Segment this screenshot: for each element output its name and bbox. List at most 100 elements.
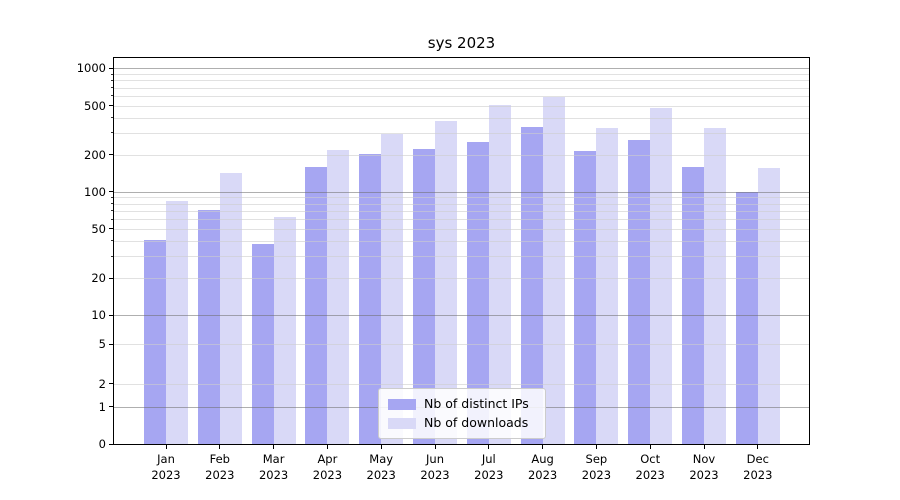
gridline-minor-400 <box>114 117 809 119</box>
y-tick-10 <box>109 314 113 316</box>
y-minor-tick-40 <box>110 240 113 242</box>
gridline-minor-500 <box>114 105 809 107</box>
legend-item-distinct-ips: Nb of distinct IPs <box>388 397 536 411</box>
chart-title: sys 2023 <box>427 34 496 52</box>
y-minor-tick-90 <box>110 196 113 198</box>
bar-nb-of-distinct-ips-dec <box>735 191 758 444</box>
bar-nb-of-downloads-jan <box>166 201 188 444</box>
x-tick-label-apr: Apr 2023 <box>312 452 343 482</box>
y-minor-tick-700 <box>110 87 113 89</box>
gridline-minor-70 <box>114 210 809 212</box>
gridline-minor-300 <box>114 132 809 134</box>
y-tick-1000 <box>109 67 113 69</box>
gridline-minor-90 <box>114 197 809 199</box>
x-tick-label-jan: Jan 2023 <box>151 452 181 482</box>
y-minor-tick-20 <box>110 277 113 279</box>
x-tick-sep <box>595 445 597 449</box>
bar-nb-of-distinct-ips-jun <box>413 149 435 444</box>
x-tick-apr <box>326 445 328 449</box>
bar-nb-of-downloads-mar <box>273 217 296 444</box>
y-minor-tick-300 <box>110 132 113 134</box>
bar-nb-of-distinct-ips-jul <box>466 142 489 444</box>
y-tick-label-50: 50 <box>91 221 106 236</box>
bar-nb-of-distinct-ips-may <box>359 153 382 444</box>
gridline-minor-40 <box>114 240 809 242</box>
x-tick-jul <box>488 445 490 449</box>
plot-area <box>113 57 810 445</box>
x-tick-aug <box>542 445 544 449</box>
gridline-minor-600 <box>114 95 809 97</box>
y-minor-tick-2 <box>110 383 113 385</box>
legend: Nb of distinct IPs Nb of downloads <box>378 388 546 439</box>
x-tick-label-feb: Feb 2023 <box>205 452 235 482</box>
y-tick-label-200: 200 <box>84 147 106 162</box>
y-minor-tick-30 <box>110 255 113 257</box>
x-tick-dec <box>757 445 759 449</box>
bar-nb-of-downloads-apr <box>327 150 350 444</box>
y-minor-tick-500 <box>110 105 113 107</box>
x-tick-feb <box>219 445 221 449</box>
gridline-minor-60 <box>114 219 809 221</box>
bar-nb-of-downloads-feb <box>219 172 242 444</box>
bar-nb-of-downloads-aug <box>542 96 565 444</box>
x-tick-mar <box>273 445 275 449</box>
bar-nb-of-distinct-ips-apr <box>305 167 328 444</box>
gridline-major-1000 <box>114 68 809 70</box>
gridline-minor-800 <box>114 80 809 82</box>
y-minor-tick-200 <box>110 154 113 156</box>
bar-nb-of-downloads-nov <box>704 128 726 444</box>
x-tick-label-oct: Oct 2023 <box>635 452 665 482</box>
x-tick-label-aug: Aug 2023 <box>527 452 558 482</box>
y-minor-tick-900 <box>110 73 113 75</box>
y-tick-label-20: 20 <box>91 271 106 286</box>
gridline-minor-50 <box>114 228 809 230</box>
y-tick-label-1000: 1000 <box>76 61 106 76</box>
bar-nb-of-downloads-sep <box>596 128 619 444</box>
bar-nb-of-distinct-ips-aug <box>520 126 543 444</box>
y-minor-tick-60 <box>110 218 113 220</box>
x-tick-nov <box>703 445 705 449</box>
x-tick-jan <box>165 445 167 449</box>
y-tick-100 <box>109 191 113 193</box>
y-tick-0 <box>109 443 113 445</box>
x-tick-label-sep: Sep 2023 <box>581 452 612 482</box>
gridline-minor-2 <box>114 383 809 385</box>
bar-nb-of-downloads-dec <box>757 167 780 444</box>
gridline-minor-30 <box>114 256 809 258</box>
bar-nb-of-downloads-jun <box>435 121 457 444</box>
bar-nb-of-distinct-ips-feb <box>197 210 220 444</box>
gridline-major-100 <box>114 191 809 193</box>
bar-nb-of-distinct-ips-oct <box>628 139 651 444</box>
bar-nb-of-distinct-ips-jan <box>144 239 166 444</box>
y-tick-label-1: 1 <box>98 399 106 414</box>
gridlines-layer <box>114 58 809 444</box>
y-minor-tick-600 <box>110 95 113 97</box>
gridline-major-10 <box>114 315 809 317</box>
y-tick-label-5: 5 <box>98 337 106 352</box>
legend-swatch-downloads-icon <box>388 417 416 429</box>
y-tick-label-0: 0 <box>98 437 106 451</box>
y-tick-label-500: 500 <box>84 98 106 113</box>
bars-layer <box>114 58 809 444</box>
y-minor-tick-400 <box>110 117 113 119</box>
x-tick-label-jun: Jun 2023 <box>420 452 450 482</box>
x-tick-label-dec: Dec 2023 <box>743 452 773 482</box>
gridline-minor-700 <box>114 87 809 89</box>
x-tick-jun <box>434 445 436 449</box>
gridline-minor-5 <box>114 344 809 346</box>
bar-nb-of-distinct-ips-nov <box>682 166 704 444</box>
gridline-minor-200 <box>114 154 809 156</box>
x-tick-label-mar: Mar 2023 <box>258 452 289 482</box>
bar-nb-of-distinct-ips-sep <box>574 150 597 444</box>
x-tick-label-may: May 2023 <box>366 452 396 482</box>
y-minor-tick-80 <box>110 203 113 205</box>
bar-nb-of-downloads-jul <box>488 105 511 444</box>
x-tick-label-jul: Jul 2023 <box>474 452 504 482</box>
gridline-minor-900 <box>114 74 809 76</box>
y-minor-tick-70 <box>110 210 113 212</box>
y-minor-tick-50 <box>110 228 113 230</box>
x-tick-oct <box>649 445 651 449</box>
x-tick-label-nov: Nov 2023 <box>689 452 719 482</box>
y-tick-label-100: 100 <box>84 184 106 199</box>
